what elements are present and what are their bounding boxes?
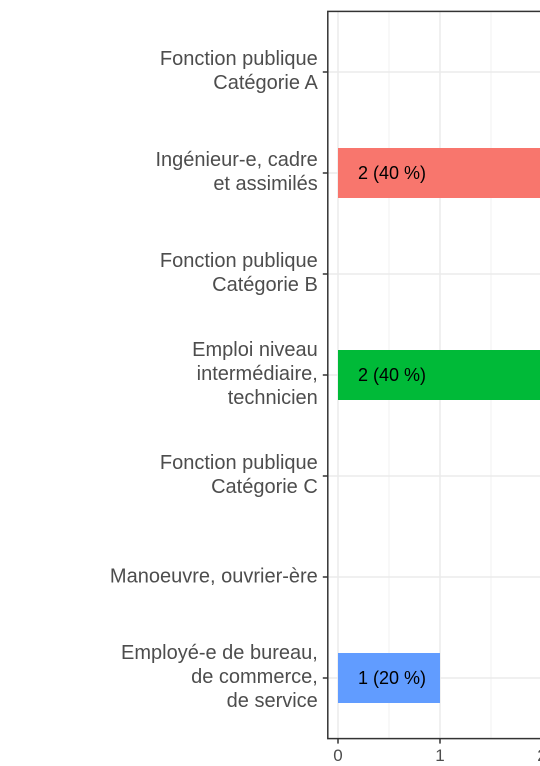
data-label: 2 (40 %) <box>358 365 426 385</box>
y-tick-label: Emploi niveau intermédiaire, technicien <box>192 339 318 409</box>
y-tick-label: Employé-e de bureau, de commerce, de servi… <box>121 642 318 712</box>
y-tick-label: Fonction publique Catégorie C <box>160 452 318 498</box>
y-tick-label: Ingénieur-e, cadre et assimilés <box>155 149 317 195</box>
bar <box>338 653 440 703</box>
bar <box>338 350 540 400</box>
data-label: 1 (20 %) <box>358 668 426 688</box>
y-tick-label: Fonction publique Catégorie B <box>160 250 318 296</box>
x-tick-label: 0 <box>333 746 342 765</box>
x-tick-label: 2 <box>537 746 540 765</box>
bar <box>338 148 540 198</box>
data-label: 2 (40 %) <box>358 163 426 183</box>
x-tick-label: 1 <box>435 746 444 765</box>
y-tick-label: Manoeuvre, ouvrier-ère <box>110 565 318 587</box>
y-tick-label: Fonction publique Catégorie A <box>160 48 319 94</box>
